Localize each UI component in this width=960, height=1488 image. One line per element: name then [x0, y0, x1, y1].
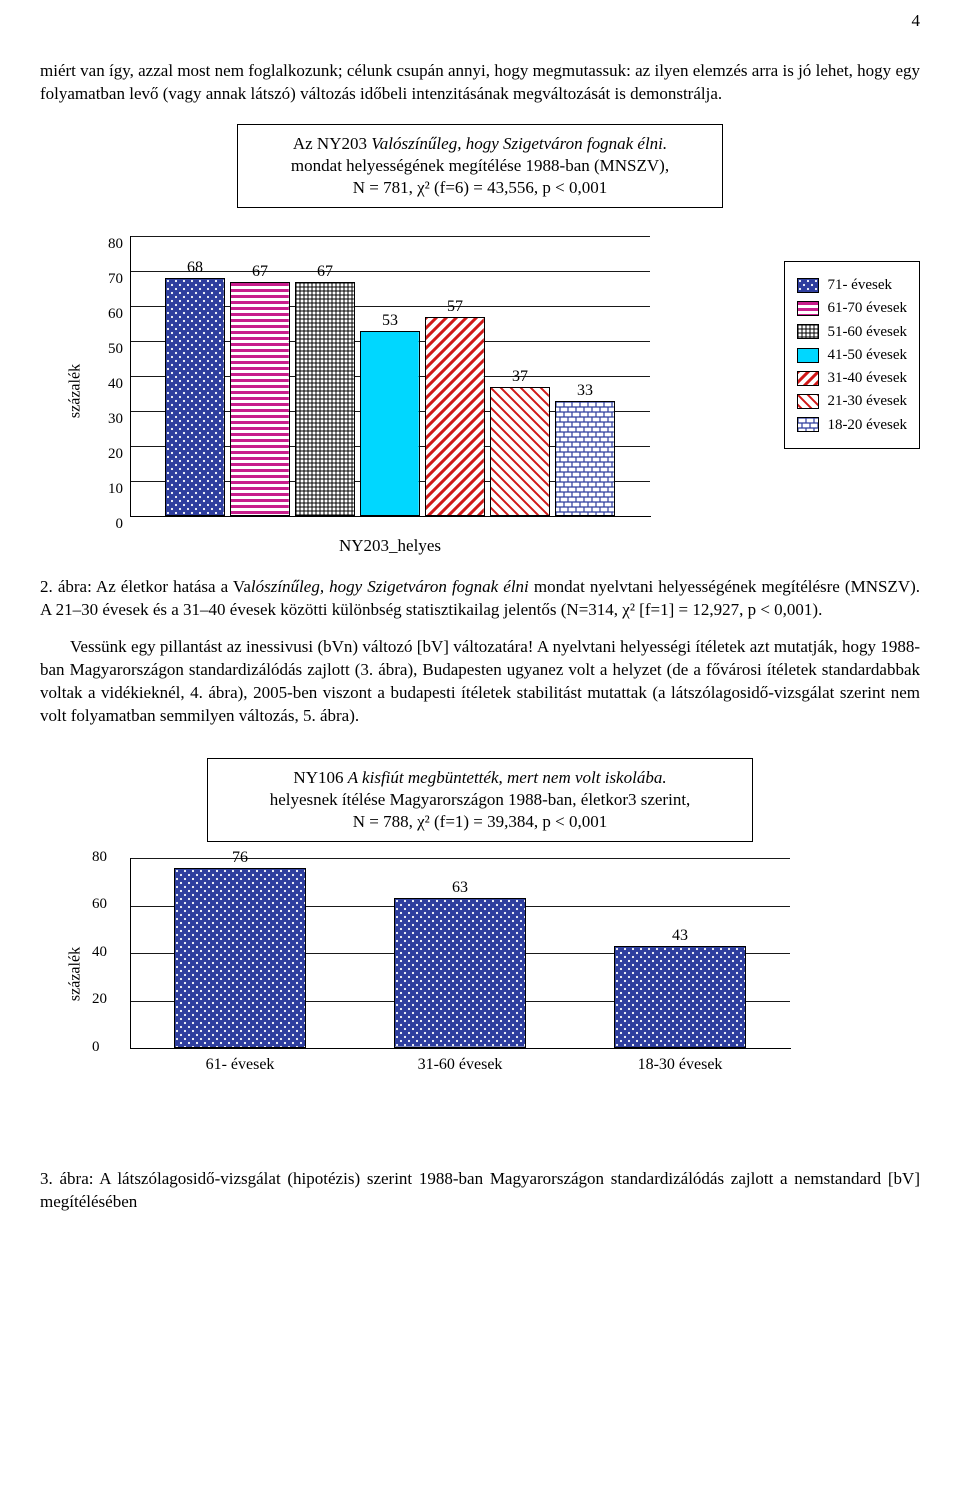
legend-item: 18-20 évesek: [797, 415, 907, 435]
chart2-xcategories: 61- évesek31-60 évesek18-30 évesek: [130, 1054, 790, 1076]
chart1-bar: 67: [230, 282, 290, 517]
legend-swatch: [797, 278, 819, 293]
chart1-bar-value: 57: [447, 296, 463, 318]
chart1-ytick: 20: [88, 444, 123, 464]
chart2-bar: 43: [614, 946, 746, 1048]
chart1-gridline: [130, 516, 650, 517]
chart1-ytick: 80: [88, 234, 123, 254]
legend-label: 51-60 évesek: [827, 322, 907, 342]
chart2-title-line2: helyesnek ítélése Magyarországon 1988-ba…: [270, 790, 691, 809]
chart1-bar-value: 67: [317, 261, 333, 283]
chart1-title-line2: mondat helyességének megítélése 1988-ban…: [291, 156, 669, 175]
chart2-caption: 3. ábra: A látszólagosidő-vizsgálat (hip…: [40, 1168, 920, 1214]
chart1-gridline: [130, 271, 650, 272]
legend-label: 71- évesek: [827, 275, 892, 295]
chart1-bar: 67: [295, 282, 355, 517]
chart1-bar: 33: [555, 401, 615, 517]
legend-label: 31-40 évesek: [827, 368, 907, 388]
mid-paragraph: Vessünk egy pillantást az inessivusi (bV…: [40, 636, 920, 728]
legend-item: 61-70 évesek: [797, 298, 907, 318]
chart1-bar-value: 68: [187, 257, 203, 279]
chart1-ylabel: százalék: [64, 364, 86, 418]
chart2-title-box: NY106 A kisfiút megbüntették, mert nem v…: [207, 758, 753, 842]
legend-swatch: [797, 301, 819, 316]
chart2-bar-value: 76: [232, 847, 248, 869]
legend-label: 18-20 évesek: [827, 415, 907, 435]
chart2-title-prefix: NY106: [293, 768, 347, 787]
chart1-bar: 37: [490, 387, 550, 517]
chart2-bar: 76: [174, 868, 306, 1049]
chart2-gridline: [130, 858, 790, 859]
legend-swatch: [797, 371, 819, 386]
chart1-bar: 68: [165, 278, 225, 516]
caption1-italic: lószínűleg, hogy Szigetváron fognak élni: [251, 577, 529, 596]
chart2-gridline: [130, 1048, 790, 1049]
chart2-ytick: 60: [92, 894, 107, 914]
chart1-ytick: 30: [88, 409, 123, 429]
legend-swatch: [797, 348, 819, 363]
chart2-title-line3: N = 788, χ² (f=1) = 39,384, p < 0,001: [353, 812, 608, 831]
legend-swatch: [797, 394, 819, 409]
legend-item: 71- évesek: [797, 275, 907, 295]
chart1-ytick: 70: [88, 269, 123, 289]
chart1-bar: 57: [425, 317, 485, 517]
chart1-plot: 0102030405060708068676753573733NY203_hel…: [130, 236, 650, 516]
chart2-ytick: 80: [92, 847, 107, 867]
legend-item: 21-30 évesek: [797, 391, 907, 411]
chart1-ytick: 50: [88, 339, 123, 359]
legend-item: 31-40 évesek: [797, 368, 907, 388]
chart1-bar: 53: [360, 331, 420, 517]
legend-label: 41-50 évesek: [827, 345, 907, 365]
intro-paragraph: miért van így, azzal most nem foglalkozu…: [40, 60, 920, 106]
chart1-bar-value: 53: [382, 310, 398, 332]
chart2-ylabel: százalék: [64, 947, 86, 1001]
chart1-title-prefix: Az NY203: [293, 134, 371, 153]
chart1-bar-value: 67: [252, 261, 268, 283]
legend-item: 51-60 évesek: [797, 322, 907, 342]
chart1-ytick: 10: [88, 479, 123, 499]
chart2-bar-value: 63: [452, 877, 468, 899]
chart2-bar-value: 43: [672, 925, 688, 947]
chart1-legend: 71- évesek 61-70 évesek 51-60 évesek 41-50 …: [784, 261, 920, 449]
chart1-ytick: 0: [88, 514, 123, 534]
legend-swatch: [797, 324, 819, 339]
page-number: 4: [912, 10, 921, 33]
chart2: százalék 61- évesek31-60 évesek18-30 éve…: [40, 848, 920, 1128]
page: 4 miért van így, azzal most nem foglalko…: [0, 0, 960, 1268]
caption1-prefix: 2. ábra: Az életkor hatása a Va: [40, 577, 251, 596]
chart2-title-italic: A kisfiút megbüntették, mert nem volt is…: [348, 768, 667, 787]
chart1-title-box: Az NY203 Valószínűleg, hogy Szigetváron …: [237, 124, 723, 208]
chart1-title-italic: Valószínűleg, hogy Szigetváron fognak él…: [371, 134, 667, 153]
chart1-ytick: 60: [88, 304, 123, 324]
chart2-ytick: 40: [92, 942, 107, 962]
chart1-bar-value: 33: [577, 380, 593, 402]
chart2-ytick: 0: [92, 1037, 100, 1057]
chart1: százalék 0102030405060708068676753573733…: [40, 226, 920, 556]
chart1-xlabel: NY203_helyes: [130, 535, 650, 558]
chart2-xcategory: 18-30 évesek: [570, 1054, 790, 1076]
legend-label: 61-70 évesek: [827, 298, 907, 318]
chart1-caption: 2. ábra: Az életkor hatása a Valószínűle…: [40, 576, 920, 622]
chart2-xcategory: 31-60 évesek: [350, 1054, 570, 1076]
chart1-ytick: 40: [88, 374, 123, 394]
legend-label: 21-30 évesek: [827, 391, 907, 411]
legend-swatch: [797, 417, 819, 432]
chart1-title-line3: N = 781, χ² (f=6) = 43,556, p < 0,001: [353, 178, 608, 197]
legend-item: 41-50 évesek: [797, 345, 907, 365]
chart2-xcategory: 61- évesek: [130, 1054, 350, 1076]
chart1-bar-value: 37: [512, 366, 528, 388]
chart2-plot: 61- évesek31-60 évesek18-30 évesek 02040…: [130, 858, 790, 1048]
chart2-bar: 63: [394, 898, 526, 1048]
chart1-gridline: [130, 236, 650, 237]
chart2-ytick: 20: [92, 989, 107, 1009]
